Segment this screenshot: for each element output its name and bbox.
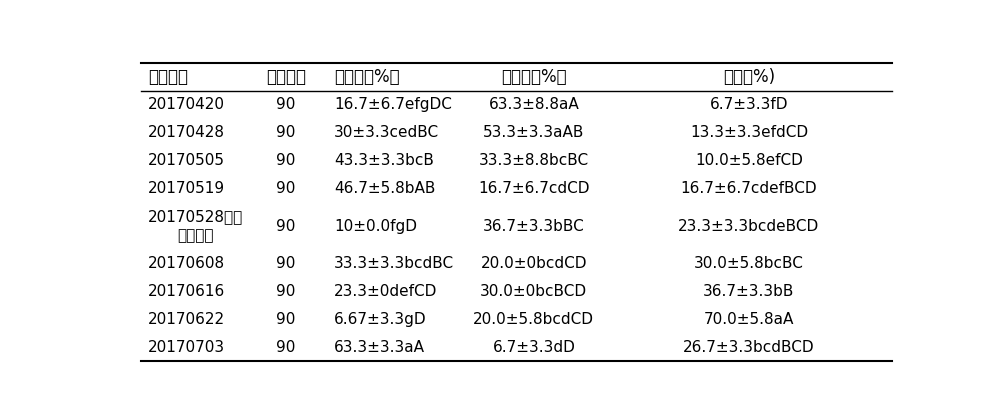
Text: 90: 90	[276, 312, 296, 327]
Text: 36.7±3.3bB: 36.7±3.3bB	[703, 284, 795, 299]
Text: 63.3±8.8aA: 63.3±8.8aA	[488, 97, 579, 112]
Text: 20170703: 20170703	[148, 340, 225, 355]
Text: 16.7±6.7cdefBCD: 16.7±6.7cdefBCD	[681, 181, 817, 196]
Text: 16.7±6.7efgDC: 16.7±6.7efgDC	[334, 97, 452, 112]
Text: 10.0±5.8efCD: 10.0±5.8efCD	[695, 153, 803, 168]
Text: 33.3±3.3bcdBC: 33.3±3.3bcdBC	[334, 256, 454, 271]
Text: 33.3±8.8bcBC: 33.3±8.8bcBC	[479, 153, 589, 168]
Text: 13.3±3.3efdCD: 13.3±3.3efdCD	[690, 125, 808, 140]
Text: 6.67±3.3gD: 6.67±3.3gD	[334, 312, 427, 327]
Text: 20170622: 20170622	[148, 312, 225, 327]
Text: 20170519: 20170519	[148, 181, 225, 196]
Text: 90: 90	[276, 340, 296, 355]
Text: 褐化率（%）: 褐化率（%）	[501, 68, 567, 86]
Text: 萤芽率%): 萤芽率%)	[723, 68, 775, 86]
Text: 90: 90	[276, 181, 296, 196]
Text: 23.3±0defCD: 23.3±0defCD	[334, 284, 438, 299]
Text: 90: 90	[276, 256, 296, 271]
Text: 采样时期: 采样时期	[148, 68, 188, 86]
Text: 43.3±3.3bcB: 43.3±3.3bcB	[334, 153, 434, 168]
Text: 20170528（实
施例二）: 20170528（实 施例二）	[148, 209, 244, 243]
Text: 6.7±3.3dD: 6.7±3.3dD	[492, 340, 575, 355]
Text: 20170505: 20170505	[148, 153, 225, 168]
Text: 23.3±3.3bcdeBCD: 23.3±3.3bcdeBCD	[678, 219, 820, 234]
Text: 20170608: 20170608	[148, 256, 225, 271]
Text: 10±0.0fgD: 10±0.0fgD	[334, 219, 417, 234]
Text: 6.7±3.3fD: 6.7±3.3fD	[710, 97, 788, 112]
Text: 53.3±3.3aAB: 53.3±3.3aAB	[483, 125, 584, 140]
Text: 30.0±0bcBCD: 30.0±0bcBCD	[480, 284, 587, 299]
Text: 90: 90	[276, 219, 296, 234]
Text: 90: 90	[276, 125, 296, 140]
Text: 90: 90	[276, 153, 296, 168]
Text: 36.7±3.3bBC: 36.7±3.3bBC	[483, 219, 585, 234]
Text: 26.7±3.3bcdBCD: 26.7±3.3bcdBCD	[683, 340, 815, 355]
Text: 63.3±3.3aA: 63.3±3.3aA	[334, 340, 425, 355]
Text: 20.0±0bcdCD: 20.0±0bcdCD	[481, 256, 587, 271]
Text: 70.0±5.8aA: 70.0±5.8aA	[704, 312, 794, 327]
Text: 接种数量: 接种数量	[266, 68, 306, 86]
Text: 46.7±5.8bAB: 46.7±5.8bAB	[334, 181, 436, 196]
Text: 20.0±5.8bcdCD: 20.0±5.8bcdCD	[473, 312, 594, 327]
Text: 20170420: 20170420	[148, 97, 225, 112]
Text: 20170616: 20170616	[148, 284, 226, 299]
Text: 污染率（%）: 污染率（%）	[334, 68, 400, 86]
Text: 20170428: 20170428	[148, 125, 225, 140]
Text: 30.0±5.8bcBC: 30.0±5.8bcBC	[694, 256, 804, 271]
Text: 90: 90	[276, 284, 296, 299]
Text: 30±3.3cedBC: 30±3.3cedBC	[334, 125, 439, 140]
Text: 16.7±6.7cdCD: 16.7±6.7cdCD	[478, 181, 590, 196]
Text: 90: 90	[276, 97, 296, 112]
